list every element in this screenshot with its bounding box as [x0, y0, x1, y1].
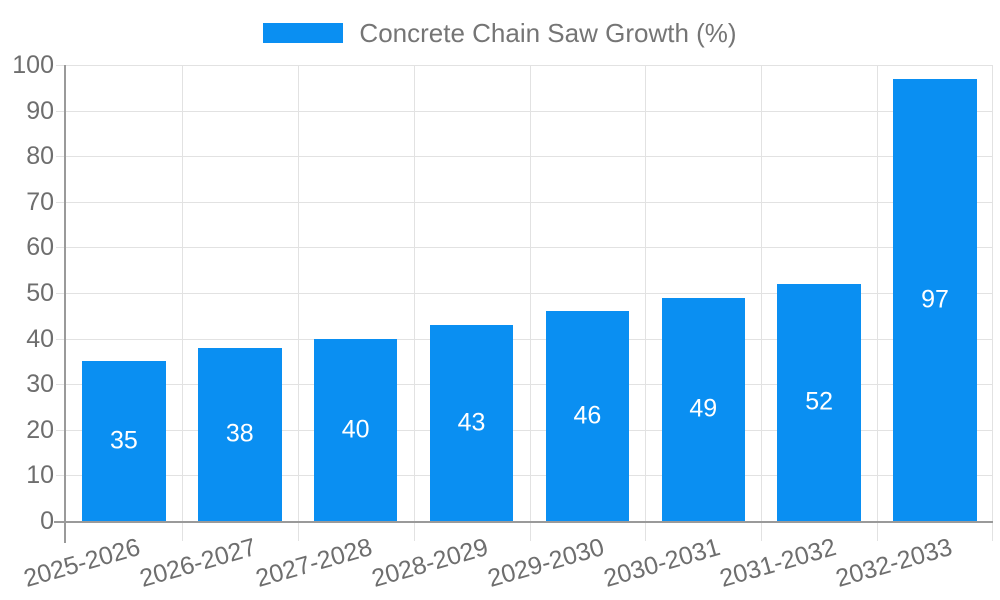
- y-tick-label: 40: [26, 324, 54, 353]
- gridline-horizontal: [56, 110, 993, 112]
- bar[interactable]: 38: [198, 347, 282, 521]
- y-tick-label: 0: [40, 507, 54, 535]
- y-tick-label: 70: [26, 187, 54, 216]
- bar[interactable]: 52: [777, 283, 861, 521]
- gridline-horizontal: [56, 429, 993, 431]
- gridline-horizontal: [56, 384, 993, 386]
- bar-value-label: 52: [805, 387, 834, 416]
- category-cell: 40 2027-2028: [253, 65, 414, 593]
- x-tick-label: 2031-2032: [716, 533, 839, 593]
- bar-value-label: 49: [689, 394, 718, 423]
- gridline-vertical: [761, 65, 763, 541]
- y-tick-label: 100: [12, 51, 54, 79]
- bar[interactable]: 46: [545, 311, 630, 521]
- bar-value-label: 40: [341, 415, 370, 444]
- category-cell: 46 2029-2030: [485, 65, 646, 593]
- gridline-vertical: [877, 65, 879, 541]
- category-cell: 49 2030-2031: [600, 65, 761, 593]
- x-tick-label: 2032-2033: [832, 533, 955, 593]
- chart-legend[interactable]: Concrete Chain Saw Growth (%): [0, 17, 1000, 49]
- gridline-horizontal: [56, 156, 993, 158]
- gridline-horizontal: [56, 65, 993, 66]
- bar[interactable]: 35: [82, 361, 166, 521]
- bar[interactable]: 43: [429, 324, 514, 521]
- bar[interactable]: 49: [661, 297, 746, 521]
- bar[interactable]: 40: [313, 338, 398, 521]
- y-tick-label: 30: [26, 370, 54, 399]
- legend-swatch: [263, 23, 344, 43]
- gridline-vertical: [181, 65, 183, 541]
- gridline-horizontal: [56, 293, 993, 294]
- y-tick-label: 60: [26, 233, 54, 262]
- bar-value-label: 46: [573, 401, 602, 430]
- gridline-horizontal: [56, 247, 993, 249]
- gridline-vertical: [297, 65, 299, 541]
- x-axis-line: [54, 521, 993, 523]
- x-tick-label: 2030-2031: [600, 533, 724, 593]
- bar-value-label: 97: [921, 285, 949, 314]
- gridline-horizontal: [56, 201, 993, 203]
- x-tick-label: 2026-2027: [136, 533, 260, 593]
- category-cell: 38 2026-2027: [137, 65, 298, 593]
- y-tick-label: 80: [26, 142, 54, 171]
- bar-value-label: 38: [225, 419, 254, 448]
- plot-area: 0 10 20 30 40 50 60 70 80 90 100 35 2025-2026 38 2026-…: [12, 52, 993, 593]
- y-axis-line: [64, 65, 66, 543]
- x-tick-label: 2025-2026: [21, 533, 144, 593]
- gridline-horizontal: [56, 338, 993, 340]
- y-tick-label: 90: [26, 96, 54, 125]
- category-cell: 35 2025-2026: [21, 65, 182, 593]
- category-cell: 52 2031-2032: [716, 65, 877, 593]
- bar[interactable]: 97: [893, 78, 977, 521]
- y-tick-label: 10: [26, 461, 54, 490]
- x-tick-label: 2029-2030: [484, 533, 608, 593]
- gridline-horizontal: [56, 475, 993, 477]
- gridline-vertical: [992, 65, 993, 541]
- category-cell: 43 2028-2029: [369, 65, 530, 593]
- gridline-vertical: [645, 65, 647, 541]
- y-tick-label: 50: [26, 279, 54, 307]
- x-tick-label: 2027-2028: [252, 533, 376, 593]
- legend-label: Concrete Chain Saw Growth (%): [359, 18, 737, 48]
- gridline-vertical: [413, 65, 415, 541]
- category-cell: 97 2032-2033: [832, 65, 993, 593]
- gridline-vertical: [529, 65, 531, 541]
- x-tick-label: 2028-2029: [368, 533, 492, 593]
- y-tick-label: 20: [26, 415, 54, 444]
- category-cells: 35 2025-2026 38 2026-2027 40 2027-2028 43 2028-…: [21, 65, 993, 593]
- bar-value-label: 43: [457, 408, 486, 437]
- bar-value-label: 35: [110, 426, 138, 455]
